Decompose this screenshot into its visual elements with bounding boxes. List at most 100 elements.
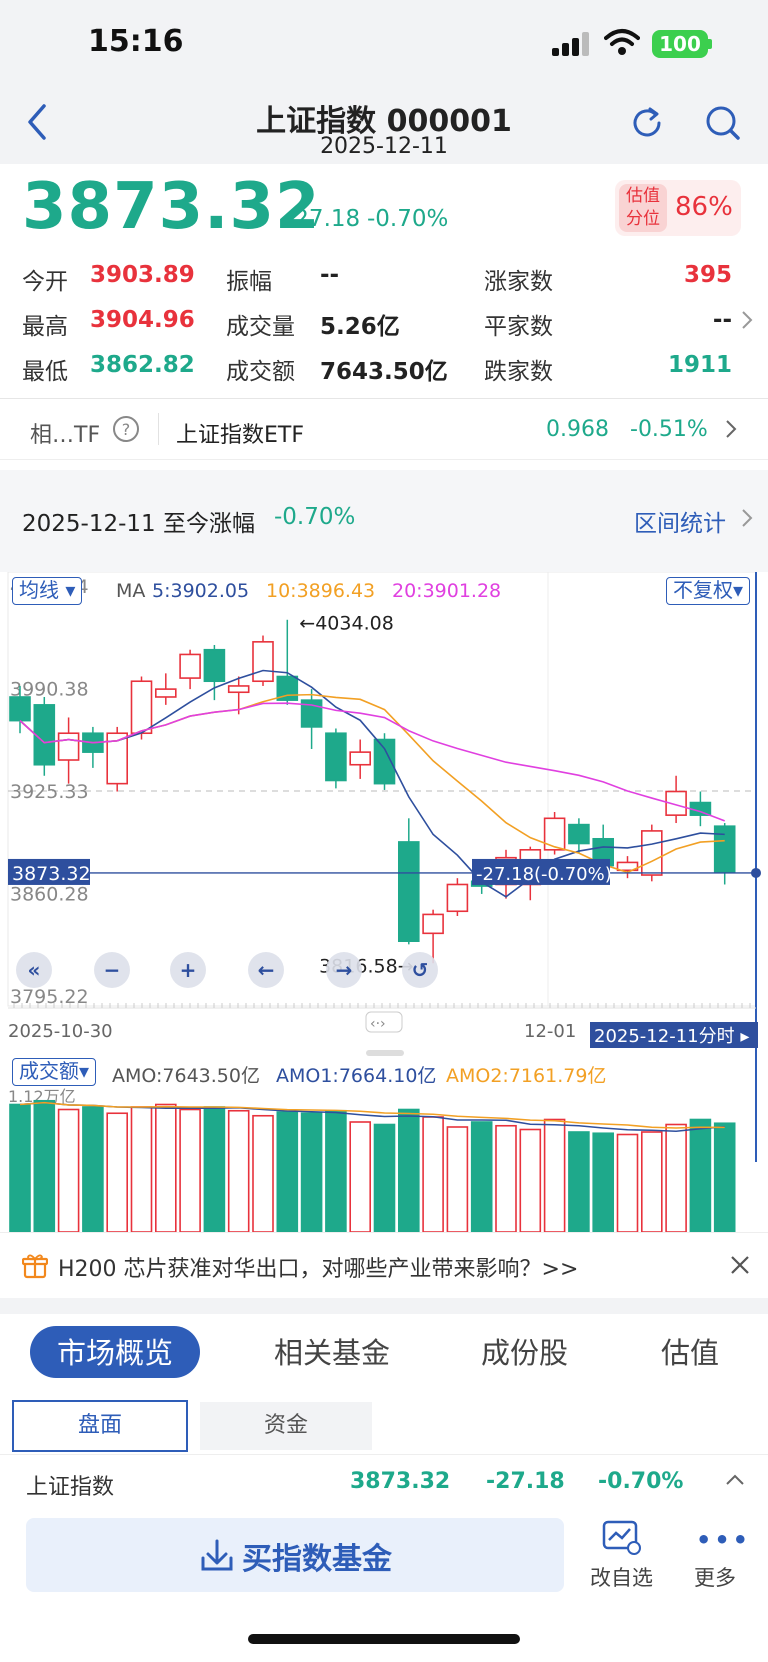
zoom-out-button[interactable] (94, 952, 130, 988)
pan-left-button-glyph: ← (258, 958, 275, 982)
subtab-overview[interactable]: 盘面 (12, 1400, 188, 1452)
reset-button-glyph: ↺ (412, 958, 429, 982)
pan-left-button[interactable] (248, 952, 284, 988)
volume-bar (422, 1116, 444, 1232)
svg-text:?: ? (122, 420, 131, 439)
related-etf-row[interactable]: 相…TF ? 上证指数ETF 0.968 -0.51% (0, 399, 768, 459)
zoom-out-button-glyph: − (104, 958, 121, 982)
tab-valuation[interactable]: 估值 (661, 1336, 720, 1370)
range-return-row[interactable]: 2025-12-11 至今涨幅 -0.70% 区间统计 (0, 470, 768, 572)
indicator-dropdown-label: 均线 (19, 578, 59, 602)
tab-related-funds[interactable]: 相关基金 (274, 1336, 391, 1370)
chevron-up-icon[interactable] (724, 1473, 746, 1487)
candle-up (422, 913, 444, 935)
kline-chart[interactable]: 4055.443990.383925.333860.283795.223873.… (0, 572, 768, 1232)
pan-left-fast-button-glyph: « (28, 958, 41, 982)
advancers-label: 涨家数 (484, 269, 553, 295)
change-tag: -27.18(-0.70%) (476, 864, 612, 885)
valuation-label-line1: 估值 (626, 186, 660, 206)
candle-up (665, 790, 687, 816)
volume-bar (9, 1103, 31, 1232)
volume-bar (300, 1112, 323, 1232)
volume-bar (276, 1111, 299, 1232)
divider (158, 413, 159, 445)
indicator-dropdown[interactable]: 均线 ▾ (12, 577, 83, 605)
candle-up (57, 732, 80, 761)
page-title: 上证指数 000001 (256, 104, 512, 139)
valuation-percentile-badge[interactable]: 估值 分位 86% (615, 180, 741, 236)
x-axis-label-start: 2025-10-30 (8, 1021, 113, 1042)
volume-dropdown-label: 成交额 (19, 1059, 79, 1083)
chevron-right-icon (742, 509, 753, 527)
high-label: 最高 (22, 314, 68, 340)
candle-up (155, 688, 177, 698)
range-stats-link[interactable]: 区间统计 (634, 511, 726, 537)
wifi-icon (604, 29, 640, 55)
decliners-label: 跌家数 (484, 359, 553, 385)
refresh-icon[interactable] (628, 104, 666, 142)
chevron-right-icon[interactable] (740, 308, 754, 332)
buy-index-fund-label: 买指数基金 (242, 1542, 392, 1577)
decliners-value: 1911 (667, 352, 732, 378)
gift-icon (22, 1254, 48, 1279)
volume-label: 成交量 (226, 314, 295, 340)
volume-bar (179, 1108, 201, 1232)
range-text: 2025-12-11 至今涨幅 (22, 511, 255, 537)
watchlist-edit-icon[interactable] (602, 1520, 642, 1556)
subtab-funds[interactable]: 资金 (200, 1402, 372, 1450)
divider (0, 398, 768, 399)
pan-left-fast-button[interactable] (16, 952, 52, 988)
buy-index-fund-button[interactable]: 买指数基金 (26, 1518, 564, 1592)
high-marker: ←4034.08 (299, 613, 394, 635)
candle-down (373, 738, 396, 785)
open-value: 3903.89 (90, 262, 195, 288)
index-name: 上证指数 (26, 1475, 115, 1500)
volume-indicator-dropdown[interactable]: 成交额▾ (12, 1058, 97, 1086)
ma5-value: 5:3902.05 (152, 580, 250, 602)
volume-bar (203, 1106, 226, 1232)
tab-market-overview[interactable]: 市场概览 (57, 1336, 174, 1370)
adjust-dropdown[interactable]: 不复权▾ (666, 577, 751, 605)
price-change-pct: -0.70% (367, 206, 449, 232)
divider (0, 459, 768, 471)
valuation-label-line2: 分位 (626, 209, 660, 229)
index-change: -27.18 (486, 1469, 565, 1494)
current-price-tag-bg (8, 858, 90, 885)
current-price-tag: 3873.32 (12, 863, 91, 885)
amo2-value: AMO2:7161.79亿 (446, 1065, 607, 1087)
x-axis-label-mid: 12-01 (524, 1021, 576, 1042)
amplitude-label: 振幅 (226, 269, 272, 295)
more-label[interactable]: 更多 (694, 1566, 736, 1590)
zoom-in-button-glyph: + (180, 958, 197, 982)
chart-frame (7, 572, 757, 1007)
zoom-in-button[interactable] (170, 952, 206, 988)
volume-bar (397, 1108, 420, 1232)
candle-up (543, 817, 566, 851)
candle-down (397, 841, 420, 943)
kline-chart-panel[interactable]: 4055.443990.383925.333860.283795.223873.… (0, 572, 768, 1232)
volume-bar (470, 1121, 493, 1232)
candle-up (349, 751, 372, 766)
help-icon[interactable]: ? (112, 415, 140, 443)
candle-up (616, 861, 639, 872)
price-change: -27.18 (286, 206, 361, 232)
high-value: 3904.96 (90, 307, 195, 333)
tab-constituents[interactable]: 成份股 (481, 1336, 569, 1370)
adjust-dropdown-label: 不复权 (673, 578, 733, 602)
index-summary-row[interactable]: 上证指数 3873.32 -27.18 -0.70% (0, 1454, 768, 1510)
close-icon[interactable] (728, 1253, 752, 1277)
search-icon[interactable] (704, 104, 742, 142)
volume-bar (665, 1123, 687, 1232)
candle-down (276, 675, 299, 701)
news-banner[interactable]: H200 芯片获准对华出口，对哪些产业带来影响？>> (0, 1232, 768, 1298)
back-icon[interactable] (22, 100, 52, 144)
watchlist-edit-label[interactable]: 改自选 (590, 1566, 653, 1590)
reset-button[interactable] (402, 952, 438, 988)
more-icon[interactable]: ••• (696, 1526, 752, 1554)
y-axis-tick-label: 3990.38 (10, 679, 89, 701)
candle-down (713, 825, 736, 873)
etf-name: 上证指数ETF (176, 423, 304, 448)
volume-bar (325, 1109, 347, 1232)
pane-drag-handle (366, 1050, 404, 1056)
pan-right-button[interactable] (326, 952, 362, 988)
